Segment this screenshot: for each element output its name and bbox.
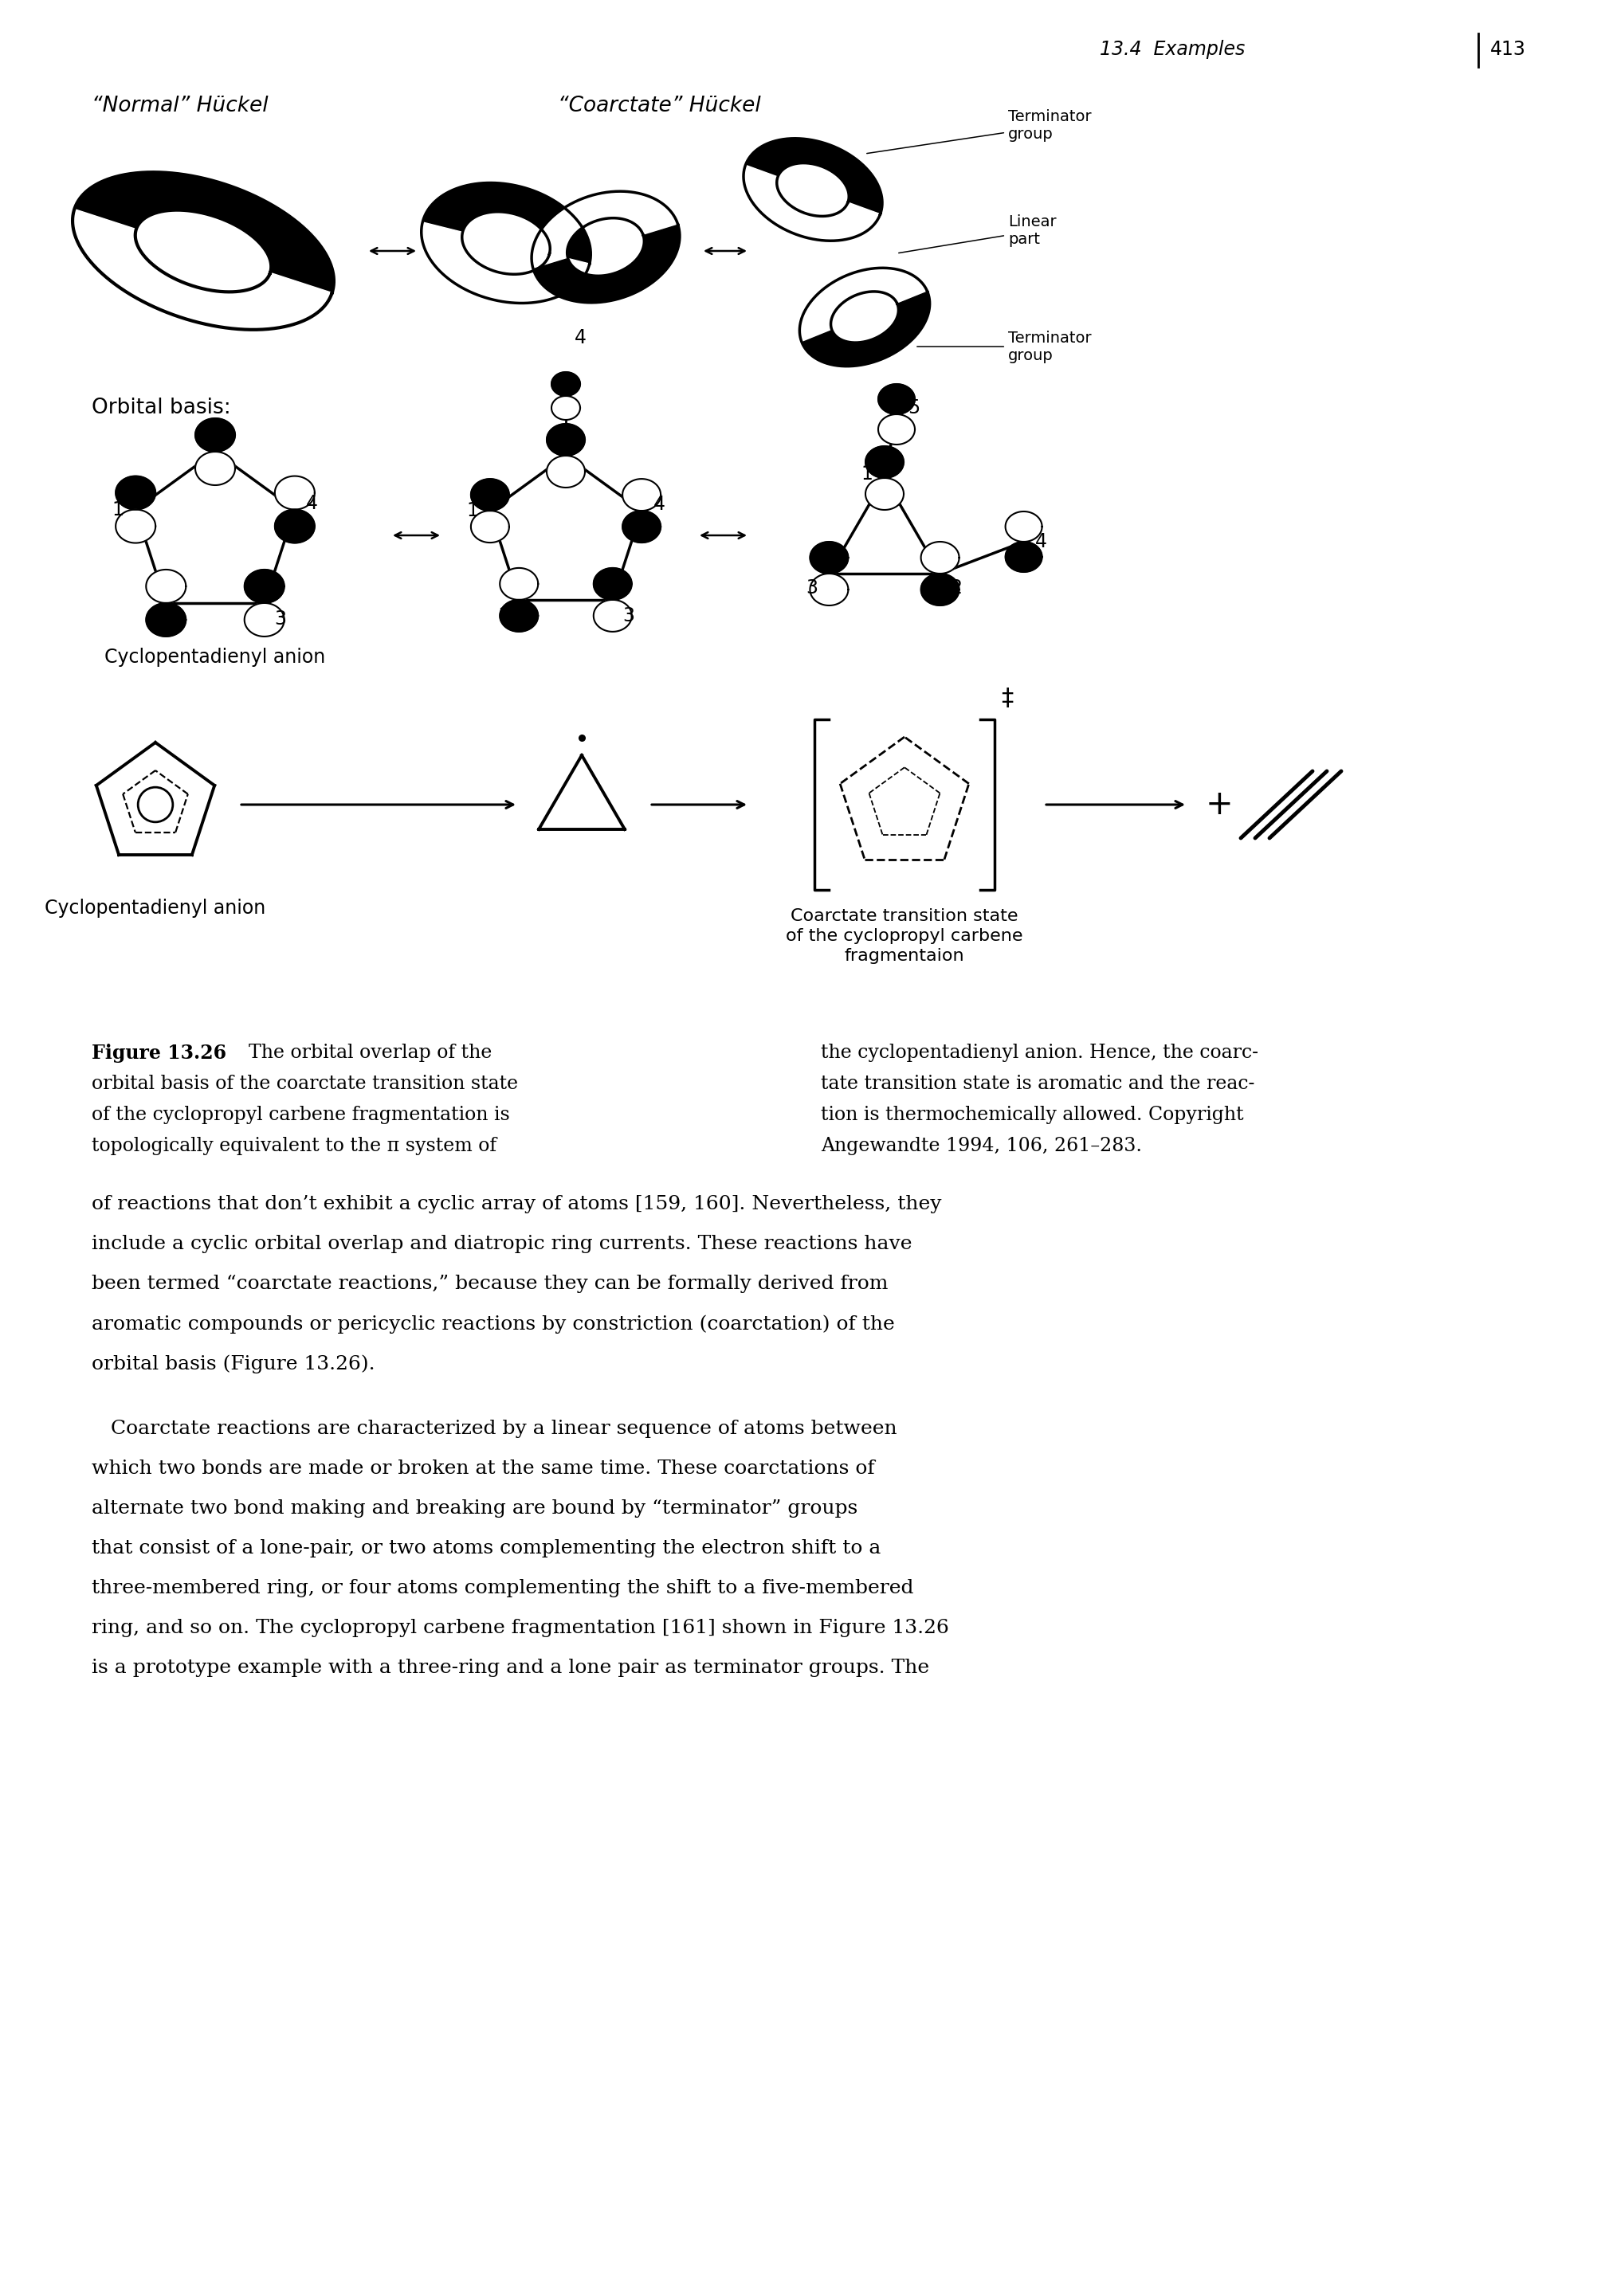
Text: Orbital basis:: Orbital basis:	[91, 397, 231, 418]
Polygon shape	[74, 172, 335, 294]
Polygon shape	[879, 413, 914, 445]
Polygon shape	[1005, 512, 1042, 542]
Text: 1: 1	[861, 464, 873, 484]
Text: is a prototype example with a three-ring and a lone pair as terminator groups. T: is a prototype example with a three-ring…	[91, 1658, 929, 1676]
Polygon shape	[532, 191, 679, 269]
Polygon shape	[471, 510, 509, 542]
Polygon shape	[275, 510, 315, 542]
Text: Terminator
group: Terminator group	[866, 110, 1092, 154]
Text: 2: 2	[949, 579, 962, 597]
Polygon shape	[623, 480, 661, 510]
Text: 5: 5	[908, 397, 921, 418]
Polygon shape	[879, 383, 914, 413]
Polygon shape	[921, 574, 959, 606]
Text: alternate two bond making and breaking are bound by “terminator” groups: alternate two bond making and breaking a…	[91, 1499, 858, 1518]
Text: orbital basis of the coarctate transition state: orbital basis of the coarctate transitio…	[91, 1075, 519, 1093]
Text: 3: 3	[805, 579, 818, 597]
Text: “Normal” Hückel: “Normal” Hückel	[91, 96, 269, 117]
Text: that consist of a lone-pair, or two atoms complementing the electron shift to a: that consist of a lone-pair, or two atom…	[91, 1538, 881, 1557]
Polygon shape	[546, 425, 584, 455]
Polygon shape	[500, 599, 538, 631]
Text: 4: 4	[575, 328, 586, 347]
Polygon shape	[866, 445, 903, 478]
Polygon shape	[810, 542, 849, 574]
Text: Figure 13.26: Figure 13.26	[91, 1045, 226, 1063]
Polygon shape	[594, 567, 632, 599]
Polygon shape	[594, 599, 632, 631]
Polygon shape	[421, 223, 589, 303]
Text: 3: 3	[274, 608, 287, 629]
Text: 1: 1	[466, 501, 479, 521]
Polygon shape	[195, 452, 235, 484]
Text: Linear
part: Linear part	[898, 216, 1057, 253]
Text: of the cyclopropyl carbene: of the cyclopropyl carbene	[786, 928, 1023, 944]
Polygon shape	[72, 209, 331, 331]
Text: 4: 4	[1036, 533, 1047, 551]
Text: been termed “coarctate reactions,” because they can be formally derived from: been termed “coarctate reactions,” becau…	[91, 1274, 889, 1293]
Polygon shape	[471, 480, 509, 510]
Polygon shape	[799, 269, 927, 342]
Polygon shape	[275, 475, 315, 510]
Text: topologically equivalent to the π system of: topologically equivalent to the π system…	[91, 1137, 496, 1155]
Polygon shape	[245, 604, 285, 636]
Text: Cyclopentadienyl anion: Cyclopentadienyl anion	[45, 898, 266, 918]
Text: 2: 2	[146, 608, 157, 629]
Polygon shape	[921, 542, 959, 574]
Text: Coarctate transition state: Coarctate transition state	[791, 909, 1018, 923]
Text: ‡: ‡	[1001, 687, 1013, 709]
Text: Angewandte 1994, 106, 261–283.: Angewandte 1994, 106, 261–283.	[821, 1137, 1142, 1155]
Text: 2: 2	[498, 606, 511, 625]
Text: orbital basis (Figure 13.26).: orbital basis (Figure 13.26).	[91, 1355, 375, 1373]
Text: Coarctate reactions are characterized by a linear sequence of atoms between: Coarctate reactions are characterized by…	[91, 1419, 897, 1437]
Text: tion is thermochemically allowed. Copyright: tion is thermochemically allowed. Copyri…	[821, 1107, 1244, 1125]
Polygon shape	[810, 574, 849, 606]
Polygon shape	[115, 510, 155, 542]
Polygon shape	[195, 418, 235, 452]
Text: “Coarctate” Hückel: “Coarctate” Hückel	[557, 96, 760, 117]
Text: 5: 5	[197, 427, 208, 448]
Text: ring, and so on. The cyclopropyl carbene fragmentation [161] shown in Figure 13.: ring, and so on. The cyclopropyl carbene…	[91, 1619, 949, 1637]
Text: fragmentaion: fragmentaion	[844, 948, 964, 964]
Text: which two bonds are made or broken at the same time. These coarctations of: which two bonds are made or broken at th…	[91, 1460, 874, 1479]
Polygon shape	[146, 604, 186, 636]
Text: 3: 3	[623, 606, 634, 625]
Text: 5: 5	[548, 432, 559, 450]
Text: Terminator
group: Terminator group	[917, 331, 1092, 363]
Text: 413: 413	[1491, 39, 1526, 60]
Polygon shape	[623, 510, 661, 542]
Text: The orbital overlap of the: The orbital overlap of the	[237, 1045, 492, 1063]
Text: 4: 4	[306, 494, 319, 512]
Text: 13.4  Examples: 13.4 Examples	[1100, 39, 1246, 60]
Text: of reactions that don’t exhibit a cyclic array of atoms [159, 160]. Nevertheless: of reactions that don’t exhibit a cyclic…	[91, 1194, 941, 1212]
Text: Cyclopentadienyl anion: Cyclopentadienyl anion	[104, 647, 325, 666]
Polygon shape	[500, 567, 538, 599]
Polygon shape	[245, 569, 285, 604]
Text: three-membered ring, or four atoms complementing the shift to a five-membered: three-membered ring, or four atoms compl…	[91, 1580, 914, 1598]
Text: +: +	[1206, 788, 1233, 822]
Polygon shape	[743, 165, 881, 241]
Text: tate transition state is aromatic and the reac-: tate transition state is aromatic and th…	[821, 1075, 1255, 1093]
Text: 4: 4	[653, 496, 664, 514]
Text: include a cyclic orbital overlap and diatropic ring currents. These reactions ha: include a cyclic orbital overlap and dia…	[91, 1235, 913, 1254]
Polygon shape	[115, 475, 155, 510]
Polygon shape	[746, 138, 882, 214]
Polygon shape	[546, 455, 584, 487]
Text: 1: 1	[112, 501, 123, 519]
Text: aromatic compounds or pericyclic reactions by constriction (coarctation) of the: aromatic compounds or pericyclic reactio…	[91, 1316, 895, 1334]
Polygon shape	[1005, 542, 1042, 572]
Polygon shape	[146, 569, 186, 604]
Polygon shape	[866, 478, 903, 510]
Polygon shape	[551, 395, 580, 420]
Text: of the cyclopropyl carbene fragmentation is: of the cyclopropyl carbene fragmentation…	[91, 1107, 509, 1125]
Polygon shape	[551, 372, 580, 395]
Text: the cyclopentadienyl anion. Hence, the coarc-: the cyclopentadienyl anion. Hence, the c…	[821, 1045, 1258, 1063]
Polygon shape	[802, 292, 930, 367]
Polygon shape	[533, 225, 680, 303]
Polygon shape	[423, 184, 591, 264]
